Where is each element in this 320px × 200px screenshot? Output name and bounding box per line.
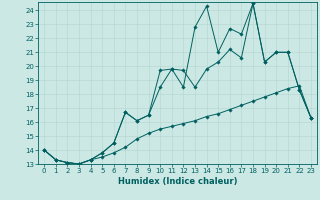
X-axis label: Humidex (Indice chaleur): Humidex (Indice chaleur) [118,177,237,186]
